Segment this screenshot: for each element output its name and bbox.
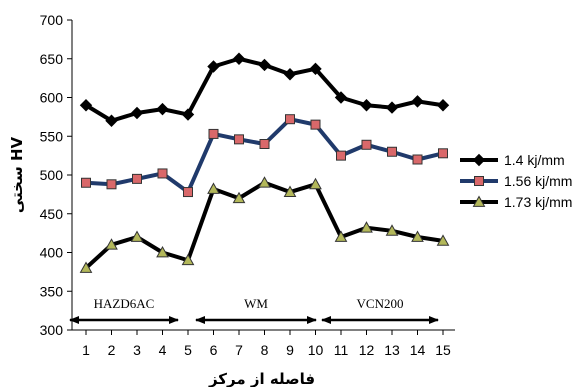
series-2-point bbox=[387, 146, 397, 157]
series-2-point bbox=[259, 139, 270, 149]
series-2-point bbox=[412, 154, 423, 165]
y-tick-label: 300 bbox=[40, 322, 64, 338]
series-3-point bbox=[207, 182, 220, 194]
series-1-point bbox=[79, 99, 93, 112]
series-3-point bbox=[411, 230, 424, 242]
series-1-point bbox=[283, 68, 297, 81]
x-tick-label: 9 bbox=[286, 342, 294, 358]
series-line-3 bbox=[84, 180, 444, 270]
x-tick-label: 2 bbox=[108, 342, 116, 358]
series-1-point bbox=[309, 62, 322, 76]
region-label: HAZD6AC bbox=[94, 296, 155, 311]
y-tick-label: 600 bbox=[40, 90, 64, 106]
series-1-point bbox=[105, 114, 118, 127]
series-3-point bbox=[334, 230, 348, 242]
series-1-point bbox=[360, 99, 373, 112]
series-1-point bbox=[232, 52, 246, 65]
y-tick-label: 350 bbox=[40, 283, 64, 299]
x-tick-label: 12 bbox=[359, 342, 375, 358]
series-1-point bbox=[334, 91, 348, 104]
series-2-point bbox=[285, 114, 295, 125]
y-tick-label: 500 bbox=[40, 167, 64, 183]
series-2-point bbox=[310, 119, 321, 130]
legend-label: 1.56 kj/mm bbox=[504, 173, 572, 189]
x-tick-label: 4 bbox=[159, 342, 167, 358]
series-3-point bbox=[130, 230, 144, 242]
y-tick-label: 550 bbox=[40, 128, 64, 144]
series-2-point bbox=[106, 179, 117, 190]
series-1-point bbox=[181, 108, 195, 121]
legend-marker bbox=[472, 153, 486, 167]
series-2-point bbox=[336, 150, 346, 161]
series-3-point bbox=[105, 238, 118, 250]
legend-label: 1.73 kj/mm bbox=[504, 194, 572, 210]
x-tick-label: 1 bbox=[82, 342, 90, 358]
legend-marker bbox=[472, 195, 486, 207]
series-3-point bbox=[258, 176, 271, 188]
series-2-point bbox=[132, 173, 142, 184]
y-tick-label: 700 bbox=[40, 12, 64, 28]
series-2-point bbox=[438, 148, 448, 159]
series-2-point bbox=[81, 177, 91, 188]
x-tick-label: 3 bbox=[133, 342, 141, 358]
series-3-point bbox=[232, 191, 246, 204]
series-1-point bbox=[207, 60, 220, 73]
series-3-point bbox=[385, 224, 399, 236]
region-label: WM bbox=[244, 296, 268, 311]
series-1-point bbox=[436, 99, 450, 112]
x-tick-label: 7 bbox=[235, 342, 243, 358]
series-1-point bbox=[156, 102, 169, 116]
y-tick-label: 400 bbox=[40, 245, 64, 261]
y-tick-label: 450 bbox=[40, 206, 64, 222]
series-3-point bbox=[79, 261, 93, 273]
legend-marker bbox=[474, 176, 484, 186]
series-3-point bbox=[309, 177, 322, 190]
x-tick-label: 15 bbox=[435, 342, 451, 358]
x-tick-label: 11 bbox=[334, 342, 349, 358]
series-2-point bbox=[208, 128, 219, 139]
x-tick-label: 14 bbox=[410, 342, 426, 358]
x-axis-title: فاصله از مرکز bbox=[208, 370, 315, 387]
legend: 1.4 kj/mm 1.56 kj/mm 1.73 kj/mm bbox=[460, 152, 572, 210]
region-label: VCN200 bbox=[357, 296, 404, 311]
x-tick-label: 13 bbox=[384, 342, 400, 358]
series-2-point bbox=[157, 168, 168, 179]
x-tick-label: 10 bbox=[308, 342, 324, 358]
series-3-point bbox=[283, 185, 297, 197]
y-axis-title: سختی HV bbox=[8, 136, 26, 213]
legend-label: 1.4 kj/mm bbox=[504, 152, 565, 168]
x-tick-label: 8 bbox=[261, 342, 269, 358]
series-1-point bbox=[258, 58, 271, 72]
series-3-point bbox=[156, 245, 169, 258]
series-3-point bbox=[181, 253, 195, 266]
series-1-point bbox=[411, 95, 424, 108]
series-1-point bbox=[130, 106, 144, 120]
x-tick-label: 5 bbox=[184, 342, 192, 358]
series-2-point bbox=[234, 134, 244, 145]
x-tick-label: 6 bbox=[210, 342, 218, 358]
series-3-point bbox=[360, 221, 373, 233]
series-2-point bbox=[183, 187, 193, 198]
y-tick-label: 650 bbox=[40, 51, 64, 67]
series-3-point bbox=[436, 234, 450, 246]
series-1-point bbox=[385, 101, 399, 114]
series-2-point bbox=[361, 139, 372, 150]
